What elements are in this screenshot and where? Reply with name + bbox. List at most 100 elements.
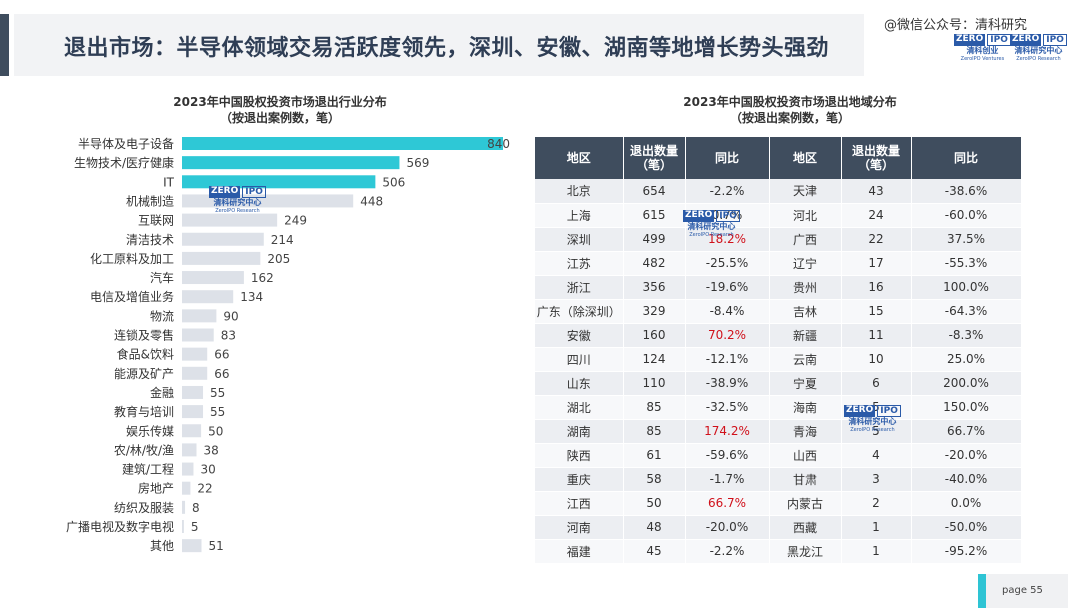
cell-count-1: 615 [623, 203, 686, 228]
value-label: 66 [214, 367, 229, 381]
category-label: 纺织及服装 [114, 501, 174, 515]
cell-region-1: 上海 [535, 203, 624, 228]
cell-region-2: 内蒙古 [769, 491, 842, 516]
cell-yoy-2: -40.0% [911, 467, 1022, 492]
value-label: 55 [210, 405, 225, 419]
bar [182, 328, 214, 342]
zeroipo-research-logo: ZERO IPO 清科研究中心 ZeroIPO Research [1010, 34, 1067, 62]
cell-region-2: 山西 [769, 443, 842, 468]
cell-count-2: 5 [841, 419, 912, 444]
bar [182, 366, 208, 380]
cell-yoy-1: 18.2% [685, 227, 770, 252]
bar [182, 137, 503, 150]
value-label: 90 [223, 309, 238, 323]
header-yoy-2: 同比 [911, 137, 1022, 179]
cell-count-2: 2 [841, 491, 912, 516]
table-row: 山东 110 -38.9% 宁夏 6 200.0% [535, 371, 1022, 396]
cell-yoy-1: -19.6% [685, 275, 770, 300]
cell-region-1: 湖南 [535, 419, 624, 444]
bar-chart-title-line: 2023年中国股权投资市场退出行业分布 [173, 95, 387, 109]
cell-region-2: 黑龙江 [769, 539, 842, 564]
cell-region-2: 天津 [769, 179, 842, 204]
cell-yoy-2: 100.0% [911, 275, 1022, 300]
cell-region-1: 河南 [535, 515, 624, 540]
bar [182, 462, 194, 476]
bar-chart-subtitle: （按退出案例数，笔） [219, 111, 340, 125]
cell-yoy-2: 200.0% [911, 371, 1022, 396]
cell-region-2: 吉林 [769, 299, 842, 324]
cell-yoy-1: -1.7% [685, 467, 770, 492]
cell-count-1: 329 [623, 299, 686, 324]
bar [182, 290, 234, 304]
table-row: 江西 50 66.7% 内蒙古 2 0.0% [535, 491, 1022, 516]
cell-count-1: 482 [623, 251, 686, 276]
cell-region-1: 四川 [535, 347, 624, 372]
bar [182, 500, 186, 514]
cell-yoy-2: 150.0% [911, 395, 1022, 420]
cell-region-2: 青海 [769, 419, 842, 444]
bar [182, 385, 204, 399]
cell-count-2: 10 [841, 347, 912, 372]
region-table-subtitle: （按退出案例数，笔） [729, 111, 850, 125]
category-label: 互联网 [138, 214, 174, 228]
cell-count-1: 85 [623, 419, 686, 444]
cell-region-2: 西藏 [769, 515, 842, 540]
cell-region-2: 新疆 [769, 323, 842, 348]
table-row: 重庆 58 -1.7% 甘肃 3 -40.0% [535, 467, 1022, 492]
cell-region-2: 宁夏 [769, 371, 842, 396]
bar-chart-title: 2023年中国股权投资市场退出行业分布 （按退出案例数，笔） [140, 94, 420, 126]
bar [182, 520, 184, 533]
cell-count-2: 6 [841, 371, 912, 396]
table-row: 湖南 85 174.2% 青海 5 66.7% [535, 419, 1022, 444]
bar [182, 424, 202, 438]
cell-yoy-1: -32.5% [685, 395, 770, 420]
header-count-1: 退出数量（笔） [623, 137, 686, 179]
cell-yoy-1: -8.4% [685, 299, 770, 324]
cell-yoy-1: -59.6% [685, 443, 770, 468]
table-row: 北京 654 -2.2% 天津 43 -38.6% [535, 179, 1022, 204]
category-label: 娱乐传媒 [126, 423, 174, 438]
cell-region-1: 广东（除深圳） [535, 299, 624, 324]
cell-count-2: 16 [841, 275, 912, 300]
cell-region-1: 江西 [535, 491, 624, 516]
cell-region-1: 北京 [535, 179, 624, 204]
bar [182, 309, 217, 323]
cell-count-2: 3 [841, 467, 912, 492]
value-label: 134 [240, 290, 263, 304]
page-number-accent [978, 574, 986, 608]
cell-count-1: 50 [623, 491, 686, 516]
bar [182, 156, 400, 170]
region-table-title: 2023年中国股权投资市场退出地域分布 （按退出案例数，笔） [640, 94, 940, 126]
category-label: 房地产 [138, 481, 174, 496]
table-row: 河南 48 -20.0% 西藏 1 -50.0% [535, 515, 1022, 540]
cell-region-1: 福建 [535, 539, 624, 564]
cell-region-2: 贵州 [769, 275, 842, 300]
industry-bar-chart: 半导体及电子设备 840 生物技术/医疗健康 569 IT 506 机械制造 448 互联网 24… [66, 137, 510, 553]
value-label: 214 [271, 233, 294, 247]
cell-region-2: 海南 [769, 395, 842, 420]
bar [182, 347, 208, 361]
value-label: 55 [210, 386, 225, 400]
cell-yoy-1: 66.7% [685, 491, 770, 516]
value-label: 162 [251, 271, 274, 285]
cell-yoy-1: 174.2% [685, 419, 770, 444]
cell-region-2: 辽宁 [769, 251, 842, 276]
cell-yoy-1: 70.2% [685, 323, 770, 348]
category-label: 物流 [150, 309, 174, 323]
chart-watermark-logo: ZERO IPO 清科研究中心 ZeroIPO Research [209, 186, 266, 214]
header-background [14, 14, 864, 76]
cell-yoy-2: -60.0% [911, 203, 1022, 228]
cell-region-2: 甘肃 [769, 467, 842, 492]
cell-region-1: 陕西 [535, 443, 624, 468]
cell-yoy-2: -50.0% [911, 515, 1022, 540]
value-label: 66 [214, 348, 229, 362]
category-label: 其他 [150, 539, 174, 553]
cell-yoy-2: 25.0% [911, 347, 1022, 372]
value-label: 22 [197, 482, 212, 496]
value-label: 205 [267, 252, 290, 266]
value-label: 840 [487, 137, 510, 151]
bar [182, 232, 264, 246]
table-row: 陕西 61 -59.6% 山西 4 -20.0% [535, 443, 1022, 468]
cell-count-2: 15 [841, 299, 912, 324]
category-label: 清洁技术 [126, 233, 174, 247]
